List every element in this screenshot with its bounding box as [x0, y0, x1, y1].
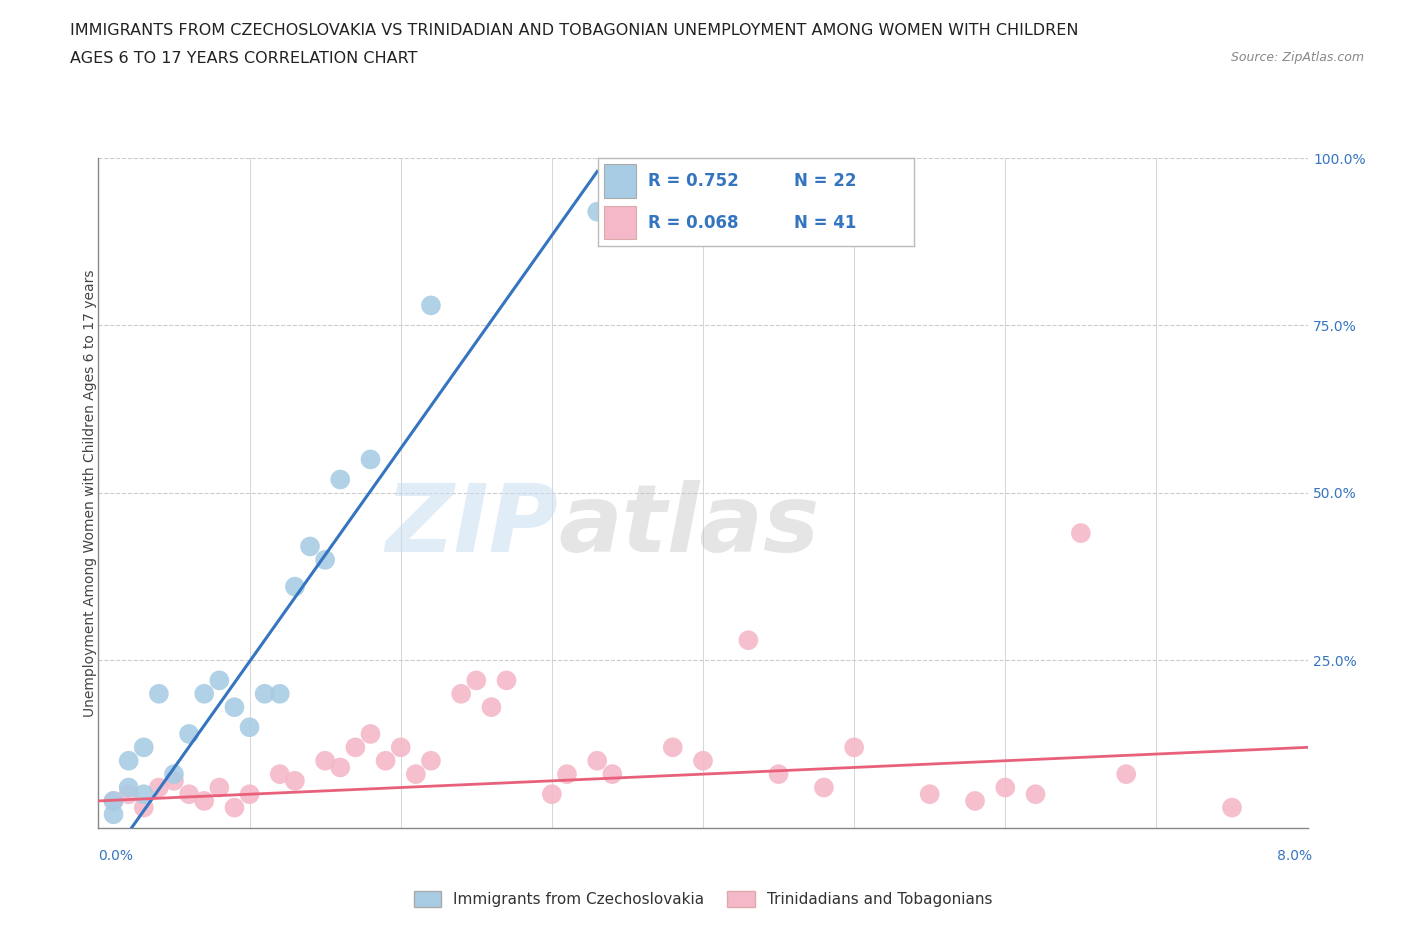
Point [1025, 787, 1047, 802]
Point [299, 539, 322, 554]
Text: atlas: atlas [558, 481, 820, 572]
Point [586, 205, 609, 219]
Point [163, 774, 186, 789]
Text: R = 0.068: R = 0.068 [648, 214, 738, 232]
Point [420, 753, 443, 768]
Point [103, 793, 125, 808]
Point [737, 632, 759, 647]
Point [360, 726, 382, 741]
Point [224, 699, 246, 714]
Point [132, 800, 155, 815]
Point [329, 472, 352, 487]
Point [918, 787, 941, 802]
Point [555, 766, 578, 781]
Point [1115, 766, 1137, 781]
Point [1070, 525, 1092, 540]
Text: 0.0%: 0.0% [98, 849, 134, 863]
Point [329, 760, 352, 775]
Point [994, 780, 1017, 795]
Point [602, 766, 624, 781]
Point [360, 452, 382, 467]
Point [118, 780, 141, 795]
Point [495, 673, 517, 688]
Point [450, 686, 472, 701]
Point [193, 793, 215, 808]
Point [193, 686, 215, 701]
Point [208, 780, 231, 795]
Point [314, 552, 336, 567]
Point [465, 673, 488, 688]
Point [132, 787, 155, 802]
Text: AGES 6 TO 17 YEARS CORRELATION CHART: AGES 6 TO 17 YEARS CORRELATION CHART [70, 51, 418, 66]
Point [692, 753, 714, 768]
Point [118, 753, 141, 768]
FancyBboxPatch shape [605, 165, 636, 198]
Point [586, 753, 609, 768]
Point [374, 753, 396, 768]
Point [118, 787, 141, 802]
Point [389, 740, 412, 755]
Point [844, 740, 866, 755]
Point [148, 780, 170, 795]
Point [179, 726, 201, 741]
Point [314, 753, 336, 768]
Point [163, 766, 186, 781]
Legend: Immigrants from Czechoslovakia, Trinidadians and Tobagonians: Immigrants from Czechoslovakia, Trinidad… [408, 884, 998, 913]
Point [103, 793, 125, 808]
Point [405, 766, 427, 781]
Point [420, 298, 443, 312]
Point [179, 787, 201, 802]
Point [269, 766, 291, 781]
Text: R = 0.752: R = 0.752 [648, 172, 740, 190]
Text: IMMIGRANTS FROM CZECHOSLOVAKIA VS TRINIDADIAN AND TOBAGONIAN UNEMPLOYMENT AMONG : IMMIGRANTS FROM CZECHOSLOVAKIA VS TRINID… [70, 23, 1078, 38]
Point [1220, 800, 1243, 815]
Point [965, 793, 987, 808]
Point [284, 579, 307, 594]
Point [768, 766, 790, 781]
Point [239, 720, 262, 735]
Text: 8.0%: 8.0% [1277, 849, 1312, 863]
Point [103, 807, 125, 822]
Text: Source: ZipAtlas.com: Source: ZipAtlas.com [1230, 51, 1364, 64]
Point [239, 787, 262, 802]
Point [481, 699, 503, 714]
Point [813, 780, 835, 795]
Text: N = 41: N = 41 [793, 214, 856, 232]
Point [662, 740, 685, 755]
Point [541, 787, 564, 802]
Point [344, 740, 367, 755]
Point [253, 686, 276, 701]
Text: N = 22: N = 22 [793, 172, 856, 190]
Point [284, 774, 307, 789]
Point [148, 686, 170, 701]
Point [208, 673, 231, 688]
FancyBboxPatch shape [605, 206, 636, 239]
Point [269, 686, 291, 701]
Point [132, 740, 155, 755]
Point [224, 800, 246, 815]
Text: ZIP: ZIP [385, 481, 558, 572]
Y-axis label: Unemployment Among Women with Children Ages 6 to 17 years: Unemployment Among Women with Children A… [83, 269, 97, 717]
